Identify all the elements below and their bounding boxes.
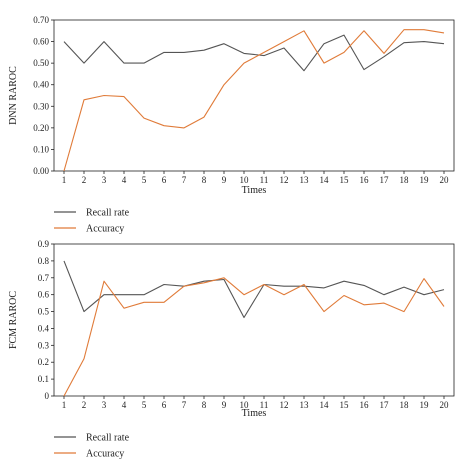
x-tick-label: 7 [182, 175, 187, 185]
x-tick-label: 19 [420, 400, 430, 410]
chart-1: 0.000.100.200.300.400.500.600.701 2 3 4 5 6 7 8… [8, 15, 455, 235]
x-tick-label: 19 [420, 175, 430, 185]
x-tick-label: 6 [162, 400, 167, 410]
x-tick-label: 20 [440, 400, 450, 410]
x-tick-label: 4 [122, 400, 127, 410]
y-axis-label: DNN RAROC [8, 66, 19, 125]
plot-frame [53, 19, 455, 172]
x-tick-label: 18 [400, 400, 410, 410]
legend-label: Accuracy [86, 449, 124, 460]
x-tick-label: 11 [260, 175, 269, 185]
y-tick-label: 0.1 [38, 374, 49, 384]
series-line-accuracy [63, 29, 445, 172]
x-tick-label: 12 [280, 400, 289, 410]
x-tick-label: 20 [440, 175, 450, 185]
chart-2: 00.10.20.30.40.50.60.70.80.91 2 3 4 5 6 7 8 9 10 1… [8, 239, 455, 460]
x-tick-label: 14 [320, 175, 330, 185]
x-tick-label: 9 [222, 175, 227, 185]
series-line-recall-rate [63, 34, 445, 72]
series-line-recall-rate [63, 260, 445, 319]
x-tick-label: 7 [182, 400, 187, 410]
y-tick-label: 0.5 [38, 307, 50, 317]
y-tick-label: 0.8 [38, 256, 50, 266]
x-tick-label: 1 [62, 175, 67, 185]
x-tick-label: 16 [360, 175, 370, 185]
y-tick-label: 0.9 [38, 239, 50, 249]
plot-frame [53, 243, 455, 397]
x-tick-label: 1 [62, 400, 67, 410]
x-tick-label: 3 [102, 400, 107, 410]
x-tick-label: 15 [340, 175, 350, 185]
x-tick-label: 18 [400, 175, 410, 185]
y-tick-label: 0.3 [38, 340, 50, 350]
legend-label: Accuracy [86, 224, 124, 235]
series-line-accuracy [63, 277, 445, 397]
x-tick-label: 15 [340, 400, 350, 410]
x-tick-label: 8 [202, 175, 207, 185]
x-tick-label: 5 [142, 175, 147, 185]
x-tick-label: 13 [300, 175, 310, 185]
x-tick-label: 14 [320, 400, 330, 410]
x-tick-label: 16 [360, 400, 370, 410]
x-tick-label: 10 [240, 400, 250, 410]
y-axis-label: FCM RAROC [8, 291, 19, 349]
x-tick-label: 4 [122, 175, 127, 185]
y-tick-label: 0 [45, 391, 50, 401]
x-tick-label: 2 [82, 400, 87, 410]
x-axis-label: Times [242, 185, 267, 196]
x-tick-label: 17 [380, 175, 390, 185]
legend-label: Recall rate [86, 433, 130, 444]
y-tick-label: 0.60 [33, 37, 49, 47]
x-axis-label: Times [242, 408, 267, 419]
y-tick-label: 0.6 [38, 290, 50, 300]
x-tick-label: 11 [260, 400, 269, 410]
x-tick-label: 10 [240, 175, 250, 185]
x-tick-label: 12 [280, 175, 289, 185]
legend-label: Recall rate [86, 208, 130, 219]
y-tick-label: 0.4 [38, 323, 50, 333]
y-tick-label: 0.00 [33, 166, 49, 176]
y-tick-label: 0.10 [33, 144, 49, 154]
y-tick-label: 0.2 [38, 357, 49, 367]
y-tick-label: 0.50 [33, 58, 49, 68]
x-tick-label: 6 [162, 175, 167, 185]
x-tick-label: 3 [102, 175, 107, 185]
y-tick-label: 0.40 [33, 80, 49, 90]
x-tick-label: 2 [82, 175, 87, 185]
y-tick-label: 0.7 [38, 273, 50, 283]
y-tick-label: 0.70 [33, 15, 49, 25]
y-tick-label: 0.20 [33, 123, 49, 133]
y-tick-label: 0.30 [33, 101, 49, 111]
x-tick-label: 9 [222, 400, 227, 410]
x-tick-label: 5 [142, 400, 147, 410]
x-tick-label: 17 [380, 400, 390, 410]
x-tick-label: 8 [202, 400, 207, 410]
x-tick-label: 13 [300, 400, 310, 410]
